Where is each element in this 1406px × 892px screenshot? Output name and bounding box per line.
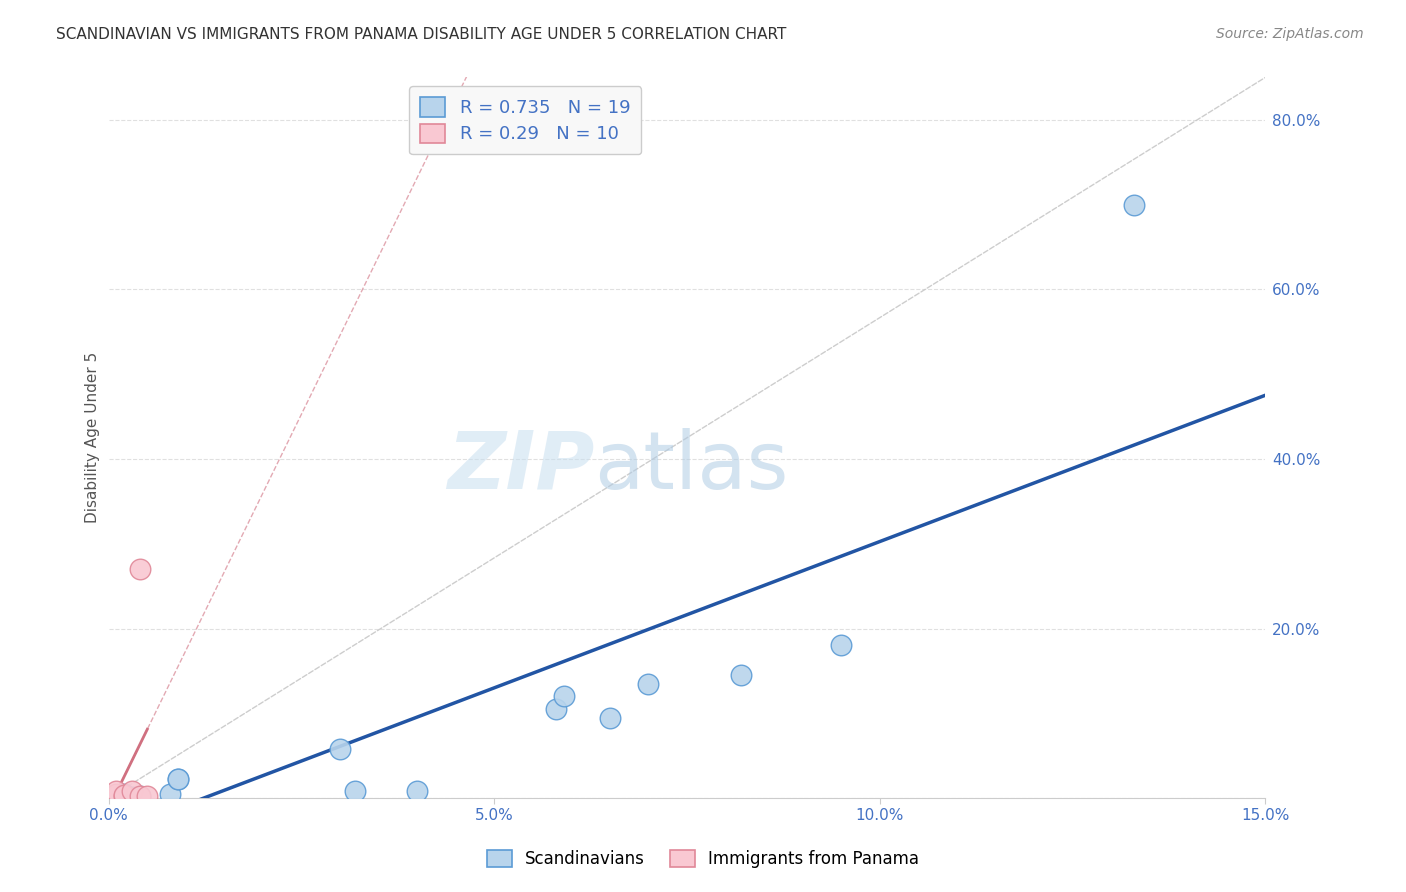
Point (121, 790, 143, 805)
Point (128, 562, 150, 576)
Point (637, 676, 659, 690)
Point (112, 788, 135, 802)
Point (112, 787, 135, 801)
Text: SCANDINAVIAN VS IMMIGRANTS FROM PANAMA DISABILITY AGE UNDER 5 CORRELATION CHART: SCANDINAVIAN VS IMMIGRANTS FROM PANAMA D… (56, 27, 786, 42)
Point (105, 784, 128, 798)
Y-axis label: Disability Age Under 5: Disability Age Under 5 (86, 352, 100, 524)
Point (136, 789, 159, 803)
Point (105, 789, 128, 804)
Point (329, 742, 352, 756)
Point (167, 772, 190, 787)
Point (121, 784, 143, 798)
Point (344, 784, 367, 798)
Point (112, 789, 135, 803)
Point (105, 787, 128, 801)
Point (97, 789, 120, 803)
Text: ZIP: ZIP (447, 427, 595, 506)
Point (105, 789, 128, 803)
Text: atlas: atlas (595, 427, 789, 506)
Point (1123, 197, 1146, 211)
Point (105, 789, 128, 803)
Point (730, 668, 752, 682)
Legend: R = 0.735   N = 19, R = 0.29   N = 10: R = 0.735 N = 19, R = 0.29 N = 10 (409, 87, 641, 154)
Legend: Scandinavians, Immigrants from Panama: Scandinavians, Immigrants from Panama (479, 843, 927, 875)
Point (128, 789, 150, 804)
Point (159, 787, 181, 801)
Point (128, 789, 150, 803)
Text: Source: ZipAtlas.com: Source: ZipAtlas.com (1216, 27, 1364, 41)
Point (112, 789, 135, 804)
Point (599, 710, 621, 724)
Point (544, 702, 567, 716)
Point (167, 772, 190, 787)
Point (406, 784, 429, 798)
Point (553, 690, 575, 704)
Point (830, 639, 852, 653)
